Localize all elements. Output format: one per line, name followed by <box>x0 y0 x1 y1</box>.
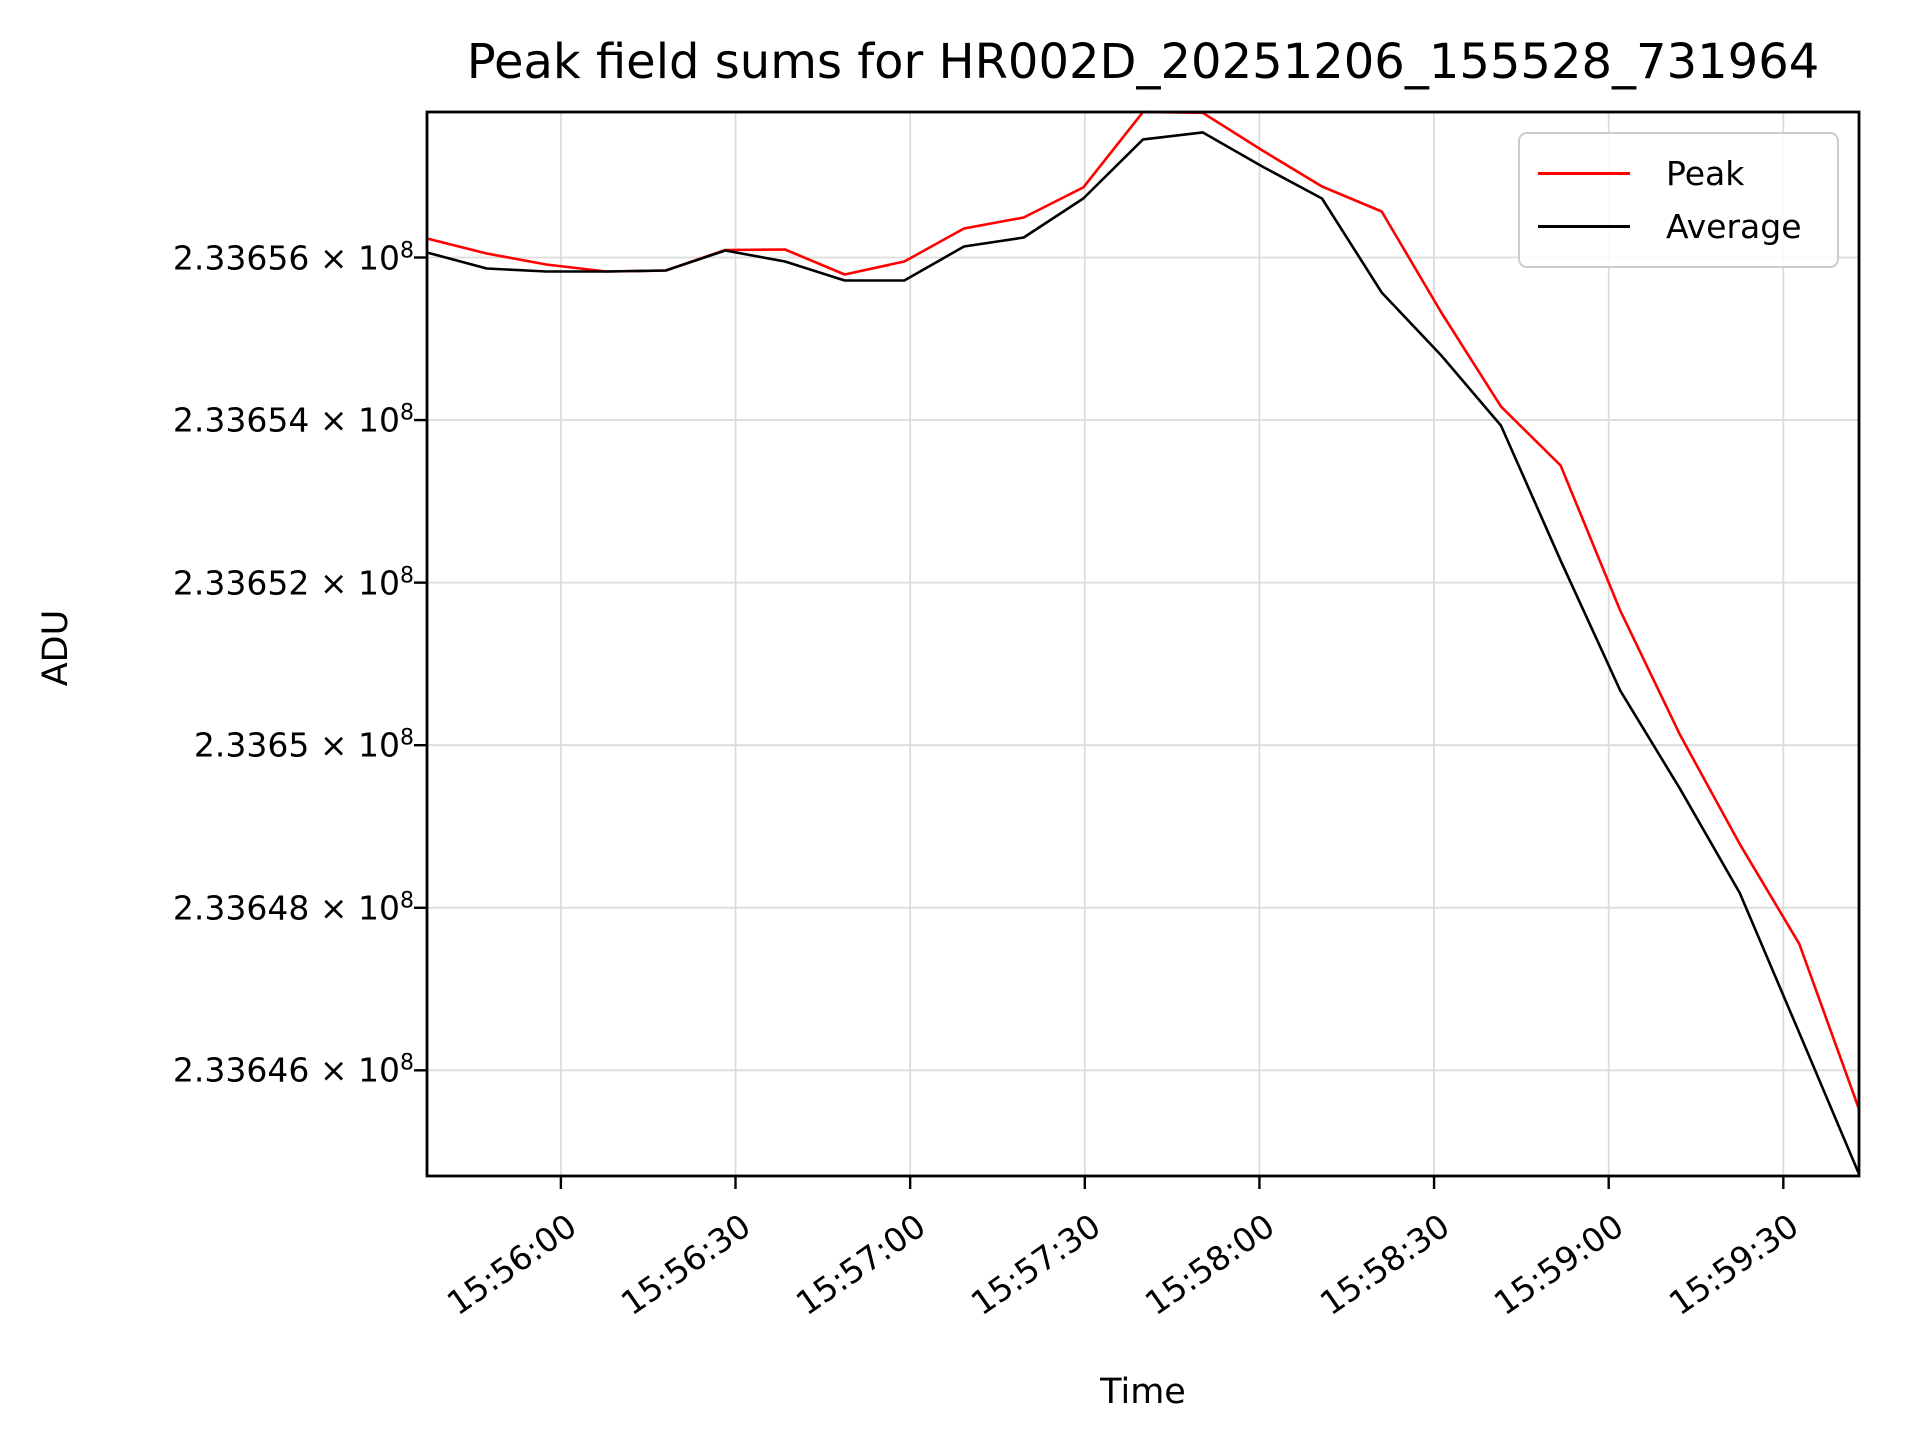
y-tick-label: 2.33652 × 108 <box>172 563 414 603</box>
x-axis-label: Time <box>1100 1372 1186 1412</box>
y-tick-label: 2.33654 × 108 <box>172 400 414 440</box>
peak-legend-line-icon <box>1538 172 1630 175</box>
y-tick-label: 2.3365 × 108 <box>193 725 414 765</box>
plot-frame <box>425 110 1861 1178</box>
legend: Peak Average <box>1518 132 1839 268</box>
legend-item: Average <box>1520 207 1837 246</box>
legend-label: Average <box>1666 207 1802 246</box>
average-line <box>426 131 1861 1175</box>
legend-label: Peak <box>1666 154 1745 193</box>
y-tick-label: 2.33648 × 108 <box>172 888 414 928</box>
legend-item: Peak <box>1520 154 1837 193</box>
chart-title: Peak field sums for HR002D_20251206_1555… <box>466 34 1820 90</box>
y-axis-label: ADU <box>36 609 76 687</box>
y-tick-label: 2.33646 × 108 <box>172 1050 414 1090</box>
average-legend-line-icon <box>1538 225 1630 228</box>
y-tick-label: 2.33656 × 108 <box>172 238 414 277</box>
